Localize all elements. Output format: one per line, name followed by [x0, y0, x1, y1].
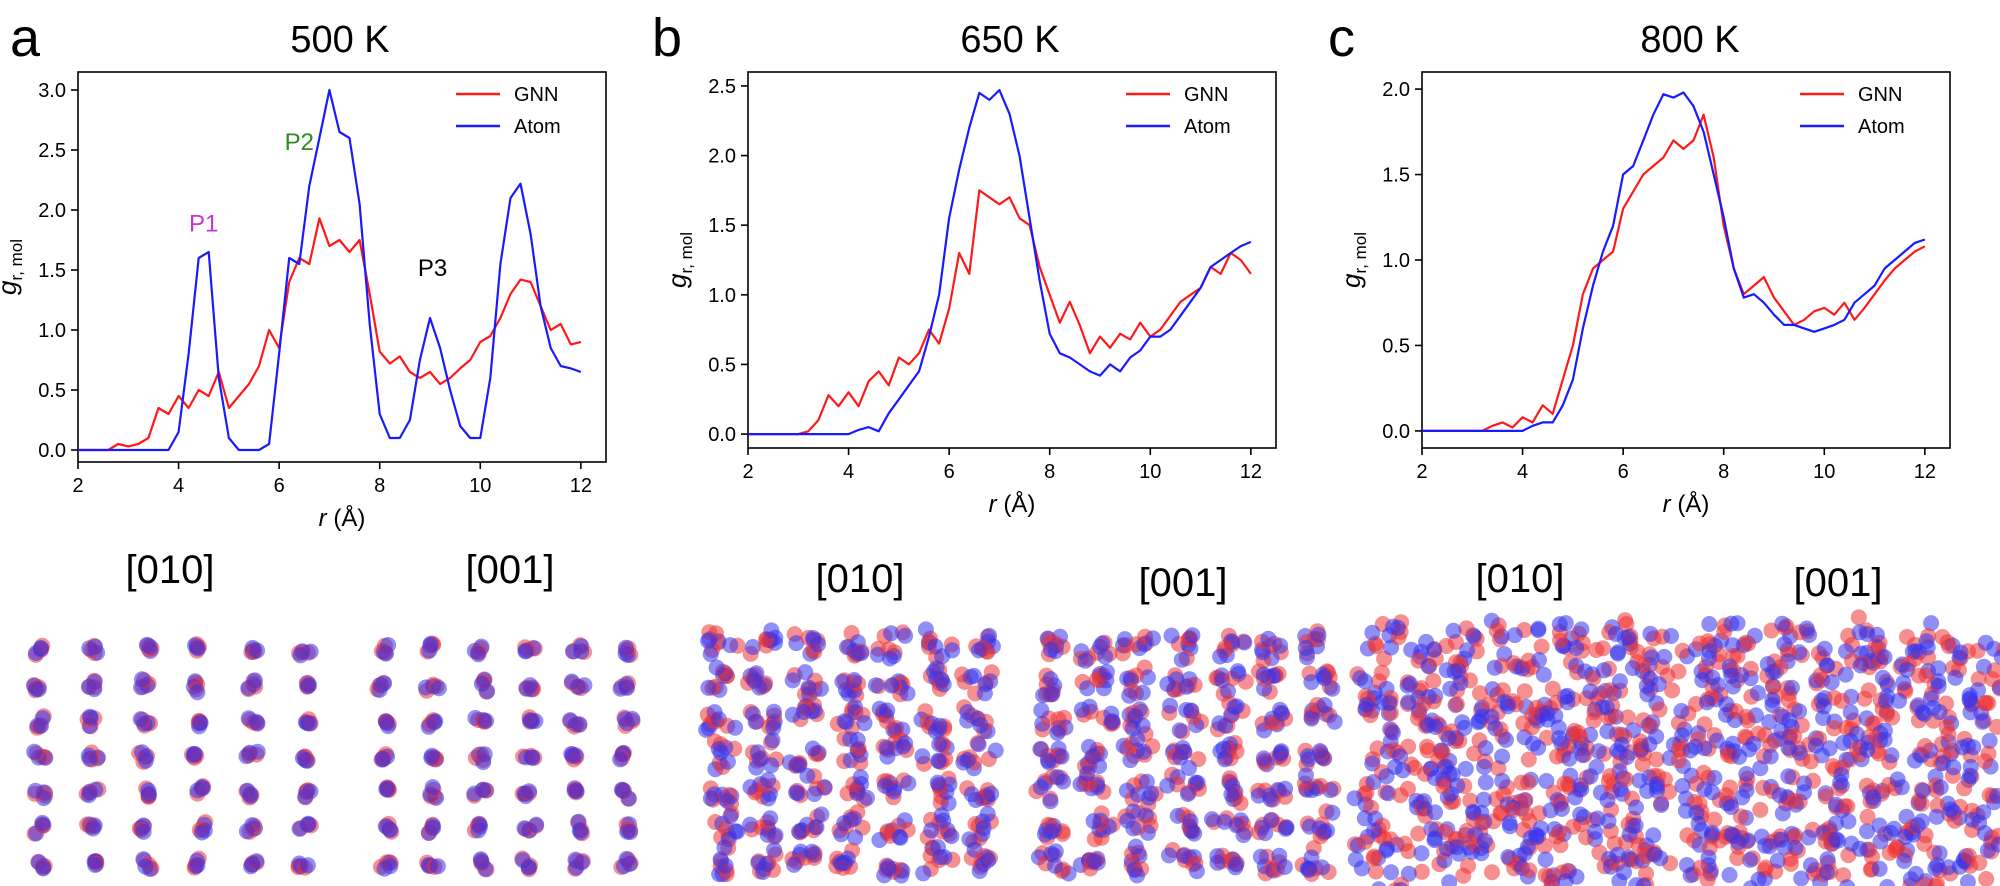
y-tick-label: 2.5: [38, 140, 66, 162]
view-label: [001]: [1139, 561, 1228, 605]
molecule-snapshot-001: [1670, 609, 2000, 886]
view-label: [010]: [1476, 557, 1565, 601]
plot-frame: [77, 71, 607, 463]
panel-letter: a: [10, 8, 41, 68]
x-tick-label: 12: [570, 475, 592, 497]
annotation-p2: P2: [285, 129, 314, 156]
x-tick-label: 10: [469, 475, 491, 497]
y-tick-label: 1.0: [1382, 250, 1410, 272]
series-line-gnn: [78, 217, 582, 452]
legend-label: Atom: [514, 116, 561, 138]
y-tick-label: 0.0: [708, 424, 736, 446]
y-tick-label: 1.0: [708, 285, 736, 307]
x-axis-label: r (Å): [319, 504, 366, 532]
series-line-gnn: [1422, 113, 1926, 432]
x-tick-label: 2: [1416, 461, 1427, 483]
x-tick-label: 6: [1618, 461, 1629, 483]
x-tick-label: 6: [274, 475, 285, 497]
panel-letter: c: [1328, 8, 1355, 68]
molecule-snapshot-001: [369, 635, 641, 878]
x-tick-label: 4: [173, 475, 184, 497]
x-tick-label: 4: [843, 461, 854, 483]
y-tick-label: 0.0: [38, 440, 66, 462]
molecule-snapshot-010: [698, 621, 1004, 884]
x-tick-label: 8: [374, 475, 385, 497]
x-tick-label: 12: [1914, 461, 1936, 483]
x-tick-label: 12: [1240, 461, 1262, 483]
x-tick-label: 6: [944, 461, 955, 483]
y-tick-label: 0.0: [1382, 421, 1410, 443]
molecule-snapshot-001: [1028, 623, 1343, 884]
view-label: [001]: [466, 548, 555, 592]
y-tick-label: 0.5: [708, 354, 736, 376]
y-tick-label: 2.0: [1382, 79, 1410, 101]
annotation-p1: P1: [189, 211, 218, 238]
view-label: [001]: [1794, 561, 1883, 605]
y-tick-label: 0.5: [38, 380, 66, 402]
series-line-gnn: [748, 189, 1252, 436]
panel-letter: b: [652, 8, 682, 68]
x-tick-label: 2: [742, 461, 753, 483]
view-label: [010]: [126, 548, 215, 592]
y-tick-label: 1.5: [708, 215, 736, 237]
panel-a: a 500 K 2 4 6 8 10 12 0.0 0.5 1.0 1.5 2.0 2.5 3.0 r (Å)…: [0, 8, 641, 878]
chart-title: 650 K: [960, 19, 1059, 61]
y-tick-label: 2.5: [708, 76, 736, 98]
chart-title: 500 K: [290, 19, 389, 61]
series-line-atom: [1422, 91, 1926, 432]
legend-label: GNN: [1184, 84, 1228, 106]
legend-label: Atom: [1858, 116, 1905, 138]
y-axis-label: gr, mol: [0, 239, 26, 295]
y-axis-label: gr, mol: [1336, 232, 1370, 288]
molecule-snapshot-010: [1346, 612, 1689, 886]
y-axis-label: gr, mol: [662, 232, 696, 288]
series-line-atom: [78, 88, 582, 452]
y-tick-label: 1.0: [38, 320, 66, 342]
x-axis-label: r (Å): [1663, 490, 1710, 518]
chart-title: 800 K: [1640, 19, 1739, 61]
legend-label: GNN: [514, 84, 558, 106]
x-tick-label: 8: [1718, 461, 1729, 483]
y-tick-label: 2.0: [38, 200, 66, 222]
x-tick-label: 10: [1813, 461, 1835, 483]
y-tick-label: 2.0: [708, 146, 736, 168]
molecule-snapshot-010: [26, 636, 319, 877]
legend-label: GNN: [1858, 84, 1902, 106]
x-axis-label: r (Å): [989, 490, 1036, 518]
legend-label: Atom: [1184, 116, 1231, 138]
annotation-p3: P3: [418, 255, 447, 282]
x-tick-label: 4: [1517, 461, 1528, 483]
view-label: [010]: [816, 557, 905, 601]
series-line-atom: [748, 89, 1252, 436]
y-tick-label: 1.5: [38, 260, 66, 282]
plot-frame: [747, 71, 1277, 449]
y-tick-label: 1.5: [1382, 165, 1410, 187]
x-tick-label: 8: [1044, 461, 1055, 483]
y-tick-label: 3.0: [38, 80, 66, 102]
y-tick-label: 0.5: [1382, 335, 1410, 357]
panel-b: b 650 K 2 4 6 8 10 12 0.0 0.5 1.0 1.5 2.0 2.5 r (Å) gr,…: [652, 8, 1343, 884]
panel-c: c 800 K 2 4 6 8 10 12 0.0 0.5 1.0 1.5 2.0 r (Å) gr, mo…: [1328, 8, 2000, 886]
x-tick-label: 10: [1139, 461, 1161, 483]
x-tick-label: 2: [72, 475, 83, 497]
